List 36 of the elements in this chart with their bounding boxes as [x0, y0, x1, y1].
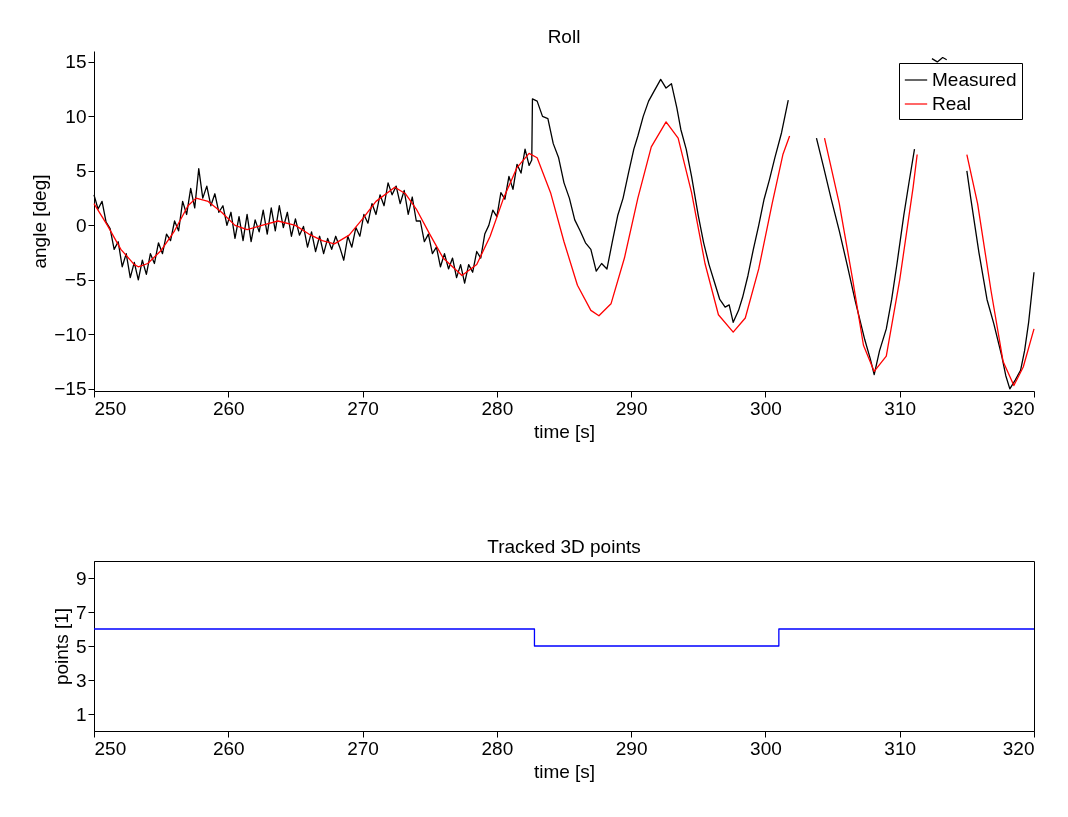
y-tick-label: 3: [75, 669, 87, 691]
x-tick-label: 250: [94, 397, 127, 419]
y-tick-label: 9: [75, 567, 87, 589]
x-tick-label: 280: [481, 397, 514, 419]
x-tick-label: 250: [94, 737, 127, 759]
x-tick-label: 310: [884, 397, 917, 419]
y-tick-label: 0: [75, 214, 87, 236]
x-tick-label: 290: [615, 397, 648, 419]
x-axis-title: time [s]: [533, 420, 596, 442]
legend-label: Real: [932, 93, 972, 114]
x-tick-label: 280: [481, 737, 514, 759]
legend-label: Measured: [932, 69, 1017, 90]
y-tick-label: 5: [75, 635, 87, 657]
y-tick-label: −10: [54, 323, 87, 345]
y-tick-label: −5: [64, 269, 87, 291]
y-tick-label: 10: [65, 105, 87, 127]
x-tick-label: 300: [750, 737, 782, 759]
x-tick-label: 270: [347, 737, 379, 759]
x-tick-label: 320: [1002, 737, 1035, 759]
y-tick-label: 15: [65, 51, 87, 73]
y-axis-title: angle [deg]: [29, 174, 51, 269]
x-tick-label: 290: [615, 737, 648, 759]
x-tick-label: 320: [1002, 397, 1035, 419]
chart-title: Tracked 3D points: [487, 536, 641, 557]
x-tick-label: 270: [347, 397, 379, 419]
y-tick-label: 5: [75, 160, 87, 182]
y-tick-label: 7: [75, 601, 87, 623]
y-axis-title: points [1]: [50, 607, 72, 686]
chart-title: Roll: [547, 26, 581, 47]
x-tick-label: 300: [750, 397, 782, 419]
x-tick-label: 260: [212, 737, 245, 759]
x-tick-label: 310: [884, 737, 917, 759]
y-tick-label: −15: [54, 378, 87, 400]
x-axis-title: time [s]: [533, 760, 596, 782]
x-tick-label: 260: [212, 397, 245, 419]
y-tick-label: 1: [75, 703, 87, 725]
